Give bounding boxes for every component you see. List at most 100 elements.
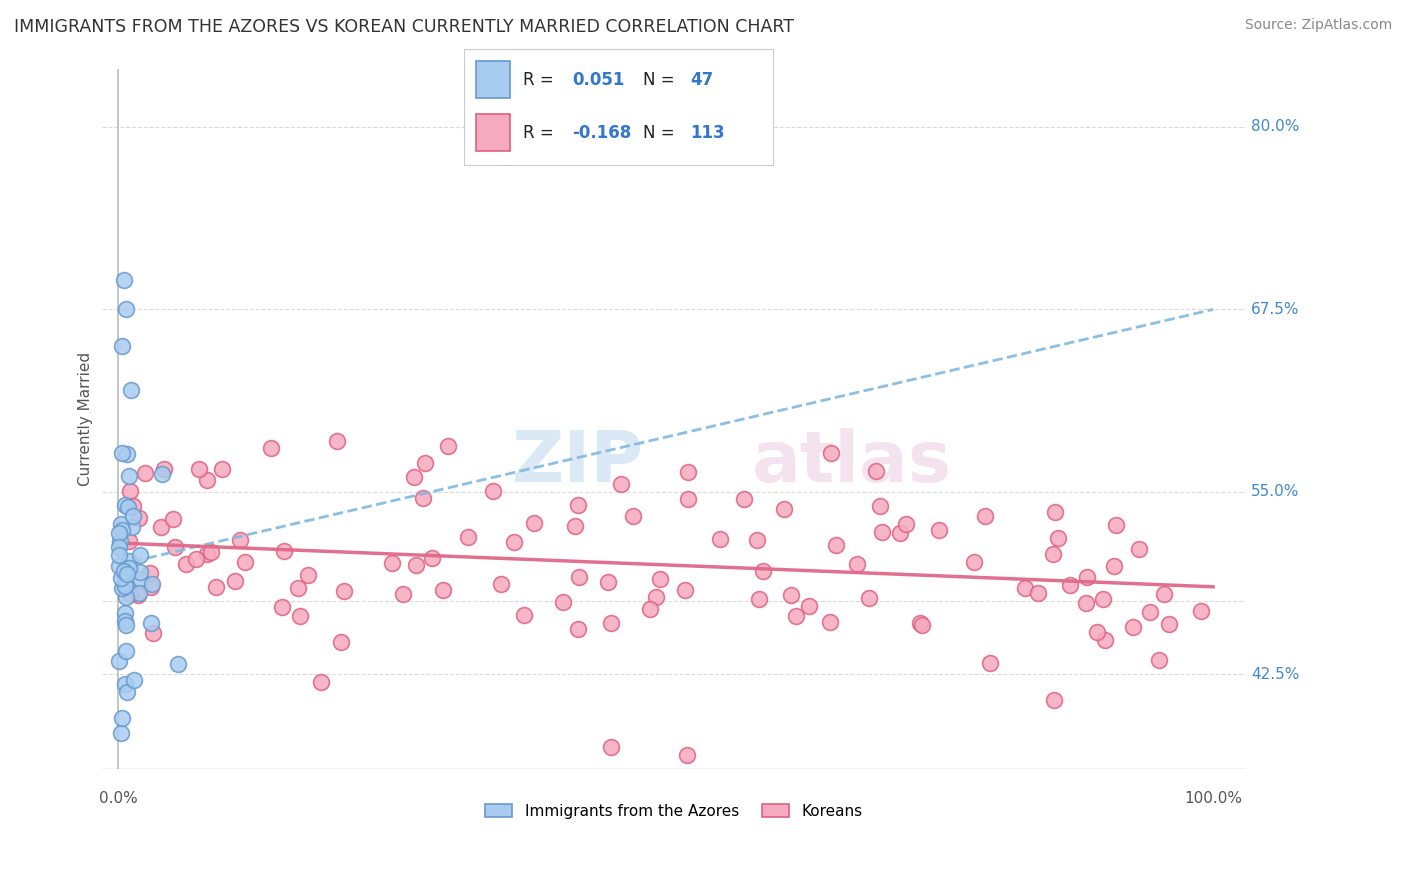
Point	[115, 580, 138, 594]
Point	[1094, 633, 1116, 648]
Text: 42.5%: 42.5%	[1251, 667, 1299, 681]
Point	[150, 467, 173, 481]
Point	[420, 551, 443, 566]
Point	[111, 581, 134, 595]
Point	[482, 484, 505, 499]
Point	[405, 558, 427, 573]
Text: 80.0%: 80.0%	[1251, 120, 1299, 135]
Point	[772, 501, 794, 516]
Point	[1014, 581, 1036, 595]
Point	[114, 302, 136, 317]
Text: 0.0%: 0.0%	[98, 791, 138, 806]
Point	[138, 566, 160, 580]
Point	[1045, 504, 1067, 518]
Point	[1059, 577, 1081, 591]
Text: N =: N =	[644, 124, 681, 142]
Point	[437, 439, 460, 453]
Point	[112, 273, 135, 287]
Point	[673, 582, 696, 597]
Text: 47: 47	[690, 71, 713, 89]
Point	[491, 576, 513, 591]
Point	[195, 474, 218, 488]
Point	[288, 608, 311, 623]
Point	[858, 591, 880, 605]
Point	[676, 491, 699, 506]
Point	[111, 711, 134, 725]
Point	[1147, 653, 1170, 667]
Point	[114, 676, 136, 690]
Point	[110, 534, 132, 549]
Point	[908, 615, 931, 630]
Text: 0.051: 0.051	[572, 71, 624, 89]
Point	[271, 600, 294, 615]
Point	[621, 509, 644, 524]
Point	[963, 555, 986, 569]
Point	[1122, 619, 1144, 633]
Point	[297, 568, 319, 582]
Point	[567, 622, 589, 636]
Point	[114, 607, 136, 621]
Text: IMMIGRANTS FROM THE AZORES VS KOREAN CURRENTLY MARRIED CORRELATION CHART: IMMIGRANTS FROM THE AZORES VS KOREAN CUR…	[14, 18, 794, 36]
Point	[644, 591, 666, 605]
Point	[260, 441, 283, 455]
Point	[162, 512, 184, 526]
Point	[120, 383, 142, 397]
Point	[676, 465, 699, 479]
Point	[114, 579, 136, 593]
Point	[107, 654, 129, 668]
Point	[846, 557, 869, 571]
FancyBboxPatch shape	[477, 61, 510, 98]
Point	[869, 499, 891, 513]
Point	[117, 561, 139, 575]
Point	[973, 508, 995, 523]
Point	[1104, 558, 1126, 573]
Point	[118, 469, 141, 483]
Point	[107, 549, 129, 563]
Point	[187, 462, 209, 476]
Point	[118, 587, 141, 601]
Point	[110, 571, 132, 585]
Text: atlas: atlas	[752, 428, 952, 497]
Point	[564, 518, 586, 533]
Point	[1128, 541, 1150, 556]
Point	[733, 491, 755, 506]
Point	[118, 533, 141, 548]
Point	[326, 434, 349, 448]
Point	[648, 572, 671, 586]
Point	[174, 557, 197, 571]
Point	[111, 523, 134, 537]
Point	[309, 674, 332, 689]
Point	[110, 726, 132, 740]
Text: N =: N =	[644, 71, 681, 89]
Point	[818, 615, 841, 629]
Point	[797, 599, 820, 613]
Text: 100.0%: 100.0%	[1184, 791, 1241, 806]
Point	[513, 607, 536, 622]
Point	[1189, 604, 1212, 618]
Point	[709, 532, 731, 546]
Point	[333, 584, 356, 599]
Point	[748, 592, 770, 607]
Y-axis label: Currently Married: Currently Married	[79, 351, 93, 486]
Point	[1042, 547, 1064, 561]
Point	[676, 747, 699, 762]
Point	[568, 570, 591, 584]
Point	[1074, 596, 1097, 610]
Text: 113: 113	[690, 124, 724, 142]
Text: 55.0%: 55.0%	[1251, 484, 1299, 500]
Point	[1085, 624, 1108, 639]
Point	[610, 477, 633, 491]
Point	[928, 524, 950, 538]
Point	[115, 590, 138, 604]
Point	[1028, 586, 1050, 600]
Point	[599, 615, 621, 630]
Point	[752, 564, 775, 578]
Point	[979, 656, 1001, 670]
Point	[870, 525, 893, 540]
Point	[599, 740, 621, 755]
Point	[128, 510, 150, 524]
Point	[195, 547, 218, 561]
Point	[402, 470, 425, 484]
Point	[1153, 586, 1175, 600]
Point	[233, 556, 256, 570]
